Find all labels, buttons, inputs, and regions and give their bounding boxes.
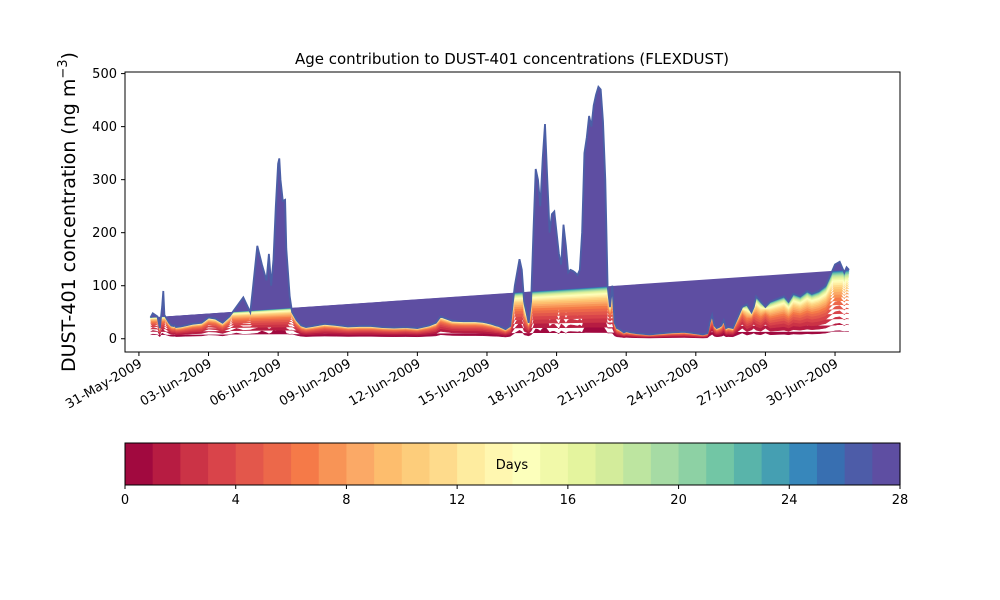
colorbar-tick-label: 28: [892, 493, 909, 508]
stacked-age-bands: [150, 86, 850, 339]
colorbar-ticks: 0 4 8 12 16 20 24 28: [121, 485, 908, 508]
colorbar-segment: [540, 443, 569, 485]
colorbar-segment: [152, 443, 181, 485]
colorbar-tick-label: 0: [121, 493, 129, 508]
colorbar-segment: [512, 443, 541, 485]
y-axis-label-close: ): [58, 52, 80, 59]
colorbar-segment: [318, 443, 348, 485]
colorbar-segment: [816, 443, 846, 485]
colorbar-tick-label: 20: [670, 493, 687, 508]
y-tick-label: 400: [92, 120, 117, 135]
colorbar-segment: [374, 443, 403, 485]
colorbar-segment: [457, 443, 486, 485]
y-tick-label: 100: [92, 279, 117, 294]
y-tick-label: 200: [92, 226, 117, 241]
colorbar-segment: [761, 443, 790, 485]
total-concentration-line: [149, 84, 850, 336]
colorbar-segment: [623, 443, 652, 485]
colorbar-segment: [235, 443, 264, 485]
y-axis-label-exponent: −3: [56, 59, 71, 78]
colorbar-segment: [401, 443, 431, 485]
colorbar-tick-label: 4: [232, 493, 240, 508]
colorbar-segment: [291, 443, 320, 485]
colorbar: [125, 443, 901, 485]
colorbar-tick-label: 24: [781, 493, 798, 508]
colorbar-tick-label: 16: [560, 493, 577, 508]
colorbar-tick-label: 8: [342, 493, 350, 508]
colorbar-segment: [733, 443, 763, 485]
colorbar-segment: [263, 443, 292, 485]
y-axis-ticks: 0 100 200 300 400 500: [92, 67, 125, 347]
y-tick-label: 500: [92, 67, 117, 82]
plot-frame: [124, 71, 901, 353]
colorbar-segment: [567, 443, 597, 485]
colorbar-segment: [678, 443, 707, 485]
colorbar-segment: [650, 443, 680, 485]
colorbar-segment: [208, 443, 237, 485]
colorbar-tick-label: 12: [449, 493, 466, 508]
y-axis-label-text: DUST-401 concentration (ng m: [58, 79, 80, 372]
colorbar-segment: [789, 443, 818, 485]
colorbar-segment: [125, 443, 154, 485]
colorbar-segment: [346, 443, 375, 485]
colorbar-segment: [595, 443, 624, 485]
colorbar-segment: [844, 443, 873, 485]
chart-title: Age contribution to DUST-401 concentrati…: [295, 50, 729, 68]
colorbar-segment: [180, 443, 209, 485]
colorbar-label: Days: [496, 458, 529, 473]
colorbar-segment: [706, 443, 735, 485]
y-tick-label: 300: [92, 173, 117, 188]
colorbar-segment: [429, 443, 458, 485]
colorbar-segment: [872, 443, 901, 485]
colorbar-segment: [484, 443, 514, 485]
y-tick-label: 0: [109, 332, 117, 347]
colorbar-frame: [124, 442, 901, 486]
y-axis-label: DUST-401 concentration (ng m−3): [56, 52, 80, 372]
